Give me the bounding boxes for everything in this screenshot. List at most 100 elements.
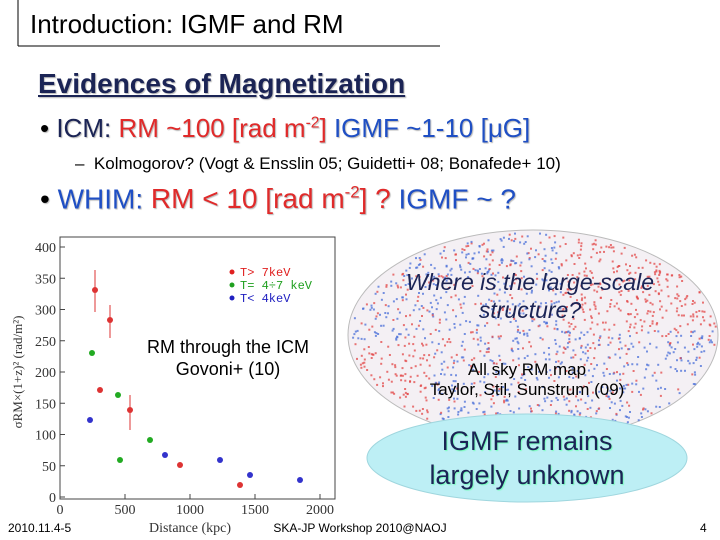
map-speck [557,300,560,303]
map-speck [616,270,618,273]
map-speck [508,237,510,240]
map-speck [578,390,581,393]
map-speck [445,279,448,282]
map-speck [680,314,683,317]
map-speck [557,376,560,379]
map-speck [507,403,510,406]
map-speck [473,357,476,360]
map-speck [589,406,592,409]
map-speck [612,250,615,253]
map-speck [374,334,377,337]
map-speck [562,308,565,310]
map-speck [422,292,424,295]
map-speck [483,413,486,416]
map-speck [622,391,625,394]
map-speck [568,338,571,341]
map-speck [437,398,440,401]
map-speck [509,410,512,412]
map-speck [393,392,396,395]
map-speck [578,337,581,340]
map-speck [632,288,635,291]
map-speck [465,320,468,323]
map-speck [616,379,618,382]
map-speck [409,262,412,265]
map-speck [397,286,400,289]
map-speck [564,347,567,350]
map-speck [461,311,464,314]
map-speck [583,333,586,336]
map-speck [425,399,428,402]
map-speck [440,411,443,414]
map-speck [579,248,582,251]
map-speck [609,303,612,305]
map-speck [573,413,576,416]
map-speck [637,356,640,358]
map-speck [562,346,565,349]
map-speck [691,303,694,305]
map-speck [502,245,505,248]
map-speck [437,389,440,392]
map-speck [528,405,531,408]
callout-bubble [366,413,688,503]
map-speck [434,328,437,331]
map-speck [711,341,713,344]
map-speck [589,327,592,330]
map-speck [670,302,673,305]
map-speck [518,302,521,305]
map-speck [472,402,475,405]
map-speck [391,391,394,394]
map-speck [495,412,498,415]
map-speck [534,353,537,356]
map-speck [559,362,562,365]
map-speck [680,369,683,372]
map-speck [619,373,621,376]
map-speck [713,322,716,325]
map-speck [708,341,711,344]
map-speck [413,349,416,352]
map-speck [423,371,426,374]
map-speck [655,269,658,272]
map-speck [387,305,390,308]
map-speck [675,335,678,338]
map-speck [565,403,568,406]
map-speck [399,286,402,289]
map-speck [586,359,589,362]
map-speck [517,348,520,350]
map-speck [446,304,449,307]
map-speck [498,373,501,376]
map-speck [628,272,631,275]
map-speck [557,365,560,368]
map-speck [667,351,670,354]
map-speck [598,390,601,393]
map-speck [485,258,488,261]
map-speck [522,329,525,332]
map-speck [487,347,490,350]
map-speck [618,348,620,351]
map-speck [555,410,558,413]
map-speck [362,307,365,310]
map-speck [396,317,399,320]
map-speck [586,349,589,352]
map-speck [600,246,603,249]
map-speck [623,246,626,249]
map-speck [391,329,394,332]
map-speck [680,359,683,362]
map-speck [471,331,474,334]
map-speck [559,307,562,310]
map-speck [497,313,500,316]
map-speck [486,248,489,251]
map-speck [574,353,577,356]
map-speck [544,302,547,304]
map-speck [515,262,518,265]
map-speck [502,362,505,365]
map-speck [377,333,380,335]
map-speck [415,409,418,412]
map-speck [596,364,598,367]
y-tick-label: 300 [35,304,56,319]
map-speck [552,289,555,292]
map-speck [352,336,355,339]
map-speck [426,359,428,362]
legend-marker [229,295,235,301]
map-speck [627,363,630,366]
